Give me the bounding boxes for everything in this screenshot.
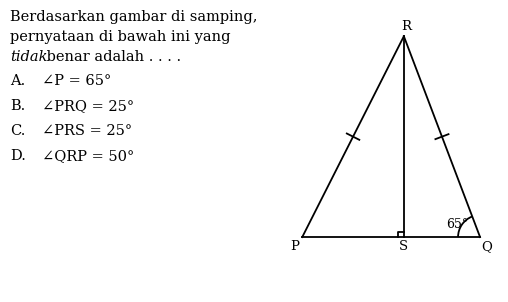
Text: 65°: 65° bbox=[446, 218, 468, 231]
Text: Berdasarkan gambar di samping,: Berdasarkan gambar di samping, bbox=[10, 10, 258, 24]
Text: D.: D. bbox=[10, 149, 26, 163]
Text: A.: A. bbox=[10, 74, 25, 88]
Text: tidak: tidak bbox=[10, 50, 48, 64]
Text: benar adalah . . . .: benar adalah . . . . bbox=[42, 50, 181, 64]
Text: pernyataan di bawah ini yang: pernyataan di bawah ini yang bbox=[10, 30, 231, 44]
Text: Q: Q bbox=[482, 240, 492, 253]
Text: C.: C. bbox=[10, 124, 25, 138]
Text: ∠PRS = 25°: ∠PRS = 25° bbox=[42, 124, 132, 138]
Text: B.: B. bbox=[10, 99, 25, 113]
Text: ∠PRQ = 25°: ∠PRQ = 25° bbox=[42, 99, 134, 113]
Text: R: R bbox=[401, 20, 411, 33]
Text: P: P bbox=[290, 240, 299, 253]
Text: ∠P = 65°: ∠P = 65° bbox=[42, 74, 111, 88]
Text: S: S bbox=[399, 240, 408, 253]
Text: ∠QRP = 50°: ∠QRP = 50° bbox=[42, 149, 134, 163]
